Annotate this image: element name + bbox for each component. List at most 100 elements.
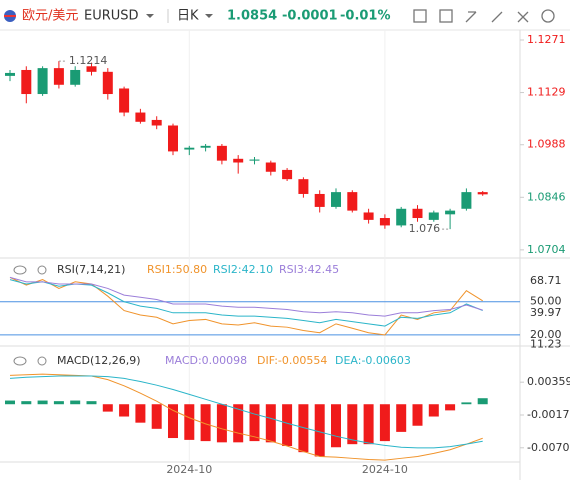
histogram-bar <box>412 404 423 426</box>
y-tick-label: 1.0988 <box>527 138 566 151</box>
candle-body <box>445 210 456 215</box>
panel-icons <box>13 265 47 366</box>
legend-entry: RSI1:50.80 <box>147 263 207 276</box>
tool-icon[interactable] <box>491 11 503 23</box>
legend-entry: DIF:-0.00554 <box>257 354 327 367</box>
candle-body <box>37 68 48 95</box>
histogram-bar <box>298 404 309 453</box>
tool-icon[interactable] <box>465 11 477 23</box>
histogram-bar <box>249 404 260 442</box>
histogram-bar <box>265 404 276 443</box>
tool-icon[interactable] <box>439 9 453 23</box>
candle-body <box>151 119 162 126</box>
gear-icon[interactable] <box>37 356 47 366</box>
y-tick-label: 1.1129 <box>527 86 566 99</box>
y-tick-label: 1.1271 <box>527 33 566 46</box>
value-tag: 39.97 <box>530 306 562 319</box>
histogram-bar <box>21 401 32 405</box>
eye-icon[interactable] <box>13 265 27 275</box>
candle-body <box>347 192 358 211</box>
histogram-bar <box>200 404 211 442</box>
rsi-line <box>9 279 483 327</box>
histogram-bar <box>363 404 374 445</box>
histogram-bar <box>396 404 407 432</box>
y-tick-label: 0.00359 <box>527 375 570 388</box>
histogram-bar <box>347 404 358 445</box>
price: 1.0854 <box>227 9 277 24</box>
candle-body <box>102 71 113 95</box>
histogram-bar <box>428 404 439 417</box>
candle-body <box>53 68 64 85</box>
tool-icon[interactable] <box>541 9 555 23</box>
histogram-bar <box>168 404 178 439</box>
y-tick-label: 1.0704 <box>527 243 566 256</box>
legend-entry: MACD:0.00098 <box>165 354 247 367</box>
tool-icon[interactable] <box>517 11 529 23</box>
candle-body <box>119 88 130 113</box>
y-tick-label: 50.00 <box>530 295 562 308</box>
rsi-line <box>9 276 483 317</box>
x-tick-label: 2024-10 <box>166 463 212 476</box>
gear-icon[interactable] <box>37 265 47 275</box>
candle-body <box>21 69 32 95</box>
histogram-bar <box>314 404 325 457</box>
annotation: 1.076 <box>409 222 441 235</box>
candle-body <box>298 179 309 194</box>
candle-body <box>249 159 260 161</box>
period[interactable]: 日K <box>177 9 199 24</box>
candle-body <box>86 66 97 72</box>
histogram-bar <box>445 404 456 411</box>
value-tag: 68.71 <box>530 274 562 287</box>
histogram-bar <box>37 400 48 405</box>
candle-body <box>135 112 146 122</box>
annotation: 1.1214 <box>69 54 108 67</box>
histogram-bar <box>70 400 81 405</box>
caret[interactable] <box>205 14 213 18</box>
histogram-bar <box>461 402 472 405</box>
histogram-bar <box>282 404 293 447</box>
candle-body <box>200 145 211 148</box>
histogram-bar <box>53 401 64 405</box>
histogram-bar <box>233 404 244 443</box>
candle-body <box>331 192 341 207</box>
caret[interactable] <box>146 14 154 18</box>
histogram-bar <box>102 404 113 412</box>
histogram-bar <box>86 401 97 405</box>
histogram-bar <box>331 404 341 448</box>
legend-entry: RSI3:42.45 <box>279 263 339 276</box>
candle-body <box>461 192 472 209</box>
candle-body <box>314 193 325 207</box>
candle-body <box>265 162 276 172</box>
pair-cn: 欧元/美元 <box>22 9 78 24</box>
x-tick-label: 2024-10 <box>362 463 408 476</box>
candle-body <box>233 158 244 163</box>
histogram-bar <box>379 404 390 442</box>
tool-icon[interactable] <box>413 9 427 23</box>
candle-body <box>70 69 81 85</box>
toolbar <box>413 9 555 23</box>
y-tick-label: 20.00 <box>530 328 562 341</box>
eye-icon[interactable] <box>13 356 27 366</box>
candle-body <box>216 145 227 161</box>
legend-entry: DEA:-0.00603 <box>335 354 411 367</box>
legend-entry: RSI2:42.10 <box>213 263 273 276</box>
candle-body <box>396 208 407 226</box>
candle-body <box>477 192 488 195</box>
candle-body <box>363 212 374 220</box>
candle-body <box>5 72 15 76</box>
pair[interactable]: EURUSD <box>84 9 139 24</box>
flag-stripe <box>4 15 16 17</box>
change: -0.0001 <box>282 9 338 24</box>
candle-body <box>412 208 423 219</box>
candle-body <box>168 125 178 152</box>
candle-body <box>428 212 439 220</box>
histogram-bar <box>119 404 130 417</box>
indicator-title: RSI(7,14,21) <box>57 263 125 276</box>
value-tag: 11.23 <box>530 338 562 351</box>
y-tick-label: -0.00709 <box>527 441 570 454</box>
candle-body <box>282 169 293 180</box>
candle-body <box>184 147 195 150</box>
macd-line <box>9 375 483 449</box>
